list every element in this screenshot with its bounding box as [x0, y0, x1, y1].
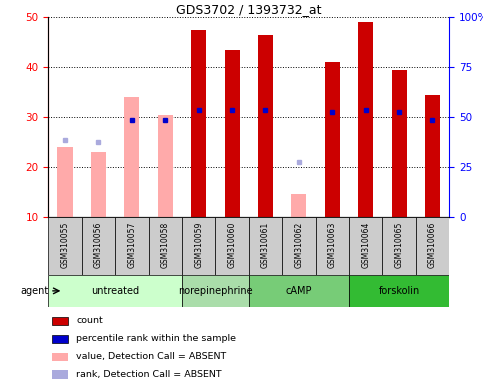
Bar — [57, 147, 72, 217]
Text: agent: agent — [20, 286, 48, 296]
Bar — [258, 35, 273, 217]
Title: GDS3702 / 1393732_at: GDS3702 / 1393732_at — [176, 3, 322, 16]
Text: GSM310058: GSM310058 — [161, 222, 170, 268]
Bar — [416, 217, 449, 275]
Text: GSM310057: GSM310057 — [128, 222, 136, 268]
Bar — [282, 217, 315, 275]
Text: count: count — [76, 316, 103, 325]
Text: GSM310062: GSM310062 — [294, 222, 303, 268]
Bar — [52, 371, 69, 379]
Bar — [392, 70, 407, 217]
Text: percentile rank within the sample: percentile rank within the sample — [76, 334, 236, 343]
Bar — [48, 217, 82, 275]
Bar — [124, 97, 139, 217]
Bar — [425, 94, 440, 217]
Bar — [215, 217, 249, 275]
Bar — [158, 114, 173, 217]
Text: untreated: untreated — [91, 286, 139, 296]
Bar — [349, 217, 383, 275]
Bar — [115, 217, 149, 275]
Bar — [383, 217, 416, 275]
Bar — [182, 275, 249, 307]
Bar — [48, 275, 182, 307]
Text: GSM310066: GSM310066 — [428, 222, 437, 268]
Text: GSM310061: GSM310061 — [261, 222, 270, 268]
Bar — [191, 30, 206, 217]
Text: GSM310063: GSM310063 — [328, 222, 337, 268]
Bar — [249, 275, 349, 307]
Text: cAMP: cAMP — [285, 286, 312, 296]
Bar — [325, 62, 340, 217]
Bar — [349, 275, 449, 307]
Text: norepinephrine: norepinephrine — [178, 286, 253, 296]
Bar — [315, 217, 349, 275]
Bar — [149, 217, 182, 275]
Bar — [291, 194, 306, 217]
Bar — [52, 353, 69, 361]
Text: value, Detection Call = ABSENT: value, Detection Call = ABSENT — [76, 352, 227, 361]
Text: GSM310059: GSM310059 — [194, 222, 203, 268]
Text: forskolin: forskolin — [379, 286, 420, 296]
Bar — [182, 217, 215, 275]
Text: GSM310065: GSM310065 — [395, 222, 404, 268]
Bar — [52, 334, 69, 343]
Bar — [249, 217, 282, 275]
Text: GSM310064: GSM310064 — [361, 222, 370, 268]
Text: GSM310056: GSM310056 — [94, 222, 103, 268]
Bar — [91, 152, 106, 217]
Bar — [358, 22, 373, 217]
Bar — [52, 316, 69, 325]
Text: GSM310055: GSM310055 — [60, 222, 70, 268]
Bar — [225, 50, 240, 217]
Text: rank, Detection Call = ABSENT: rank, Detection Call = ABSENT — [76, 370, 222, 379]
Bar — [82, 217, 115, 275]
Text: GSM310060: GSM310060 — [227, 222, 237, 268]
